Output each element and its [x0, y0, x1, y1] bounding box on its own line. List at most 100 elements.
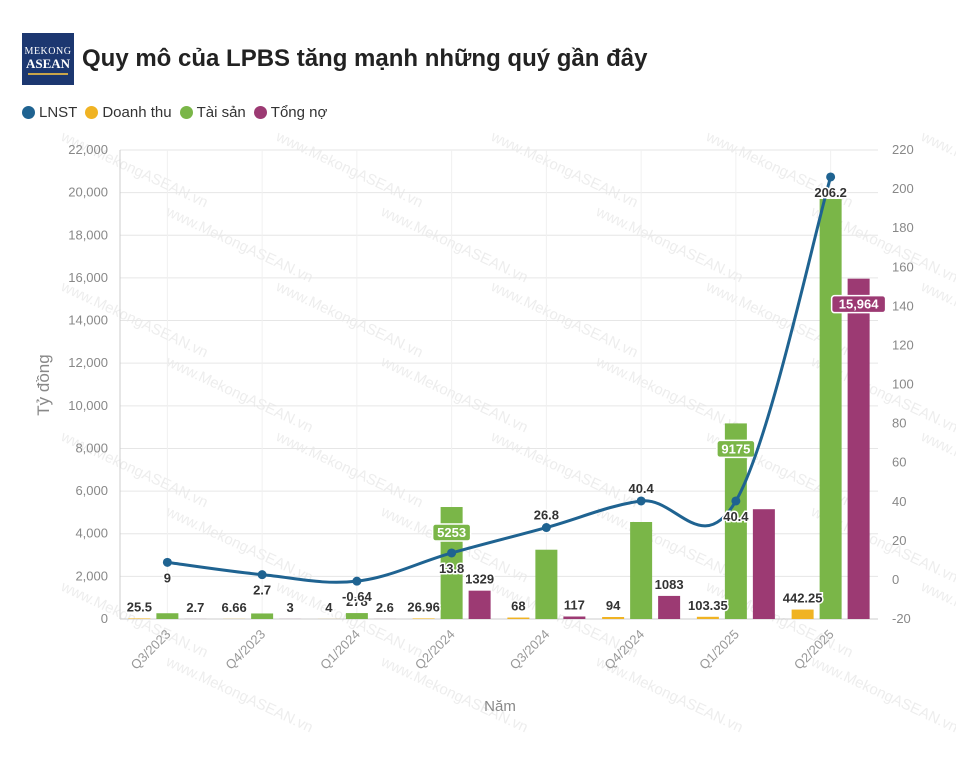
legend-item-lnst[interactable]: LNST [22, 104, 77, 121]
y-tick-label: 8,000 [75, 440, 108, 455]
legend-swatch-doanh-thu [85, 106, 99, 119]
y-tick-label: 20,000 [68, 185, 108, 200]
y2-tick-label: 200 [892, 181, 914, 196]
watermark-text: www.MekongASEAN.vn [162, 203, 315, 286]
y-tick-label: 2,000 [75, 568, 108, 583]
legend-swatch-lnst [22, 106, 35, 119]
y2-tick-label: 60 [892, 455, 906, 470]
legend-item-doanh-thu[interactable]: Doanh thu [85, 104, 172, 121]
legend-label-tong-no: Tổng nợ [270, 104, 328, 121]
bar-doanh-thu [602, 616, 625, 619]
watermark-text: www.MekongASEAN.vn [162, 353, 315, 436]
legend-swatch-tong-no [253, 106, 267, 119]
point-lnst [162, 557, 172, 567]
legend-swatch-tai-san [179, 106, 193, 119]
y2-tick-label: 100 [892, 377, 914, 392]
bars-group [128, 199, 870, 620]
logo-underline [28, 72, 68, 75]
bar-label-tổng-nợ-box [830, 294, 887, 314]
point-lnst [636, 496, 646, 506]
bar-label-tài-sản-box [716, 439, 756, 459]
y-tick-label: 6,000 [75, 483, 108, 498]
point-lnst [257, 570, 267, 580]
bar-tài-sản [156, 613, 179, 619]
watermark-text: www.MekongASEAN.vn [162, 503, 315, 586]
point-lnst [731, 496, 741, 506]
line-label-lnst: 26.8 [534, 508, 559, 523]
y2-tick-label: 20 [892, 533, 906, 548]
x-tick-label: Q4/2023 [222, 627, 268, 673]
bar-label-tổng-nợ: 117 [564, 598, 585, 613]
bar-doanh-thu [696, 616, 719, 619]
x-tick-label: Q3/2024 [507, 627, 553, 673]
watermark-text: www.MekongASEAN.vn [592, 353, 745, 436]
y2-tick-label: 140 [892, 298, 914, 313]
watermark-text: www.MekongASEAN.vn [917, 278, 956, 361]
bar-tổng-nợ [658, 595, 681, 619]
bar-tổng-nợ [752, 509, 775, 619]
bar-label-doanh-thu: 94 [606, 598, 621, 613]
bar-label-doanh-thu: 4 [325, 600, 333, 615]
point-lnst [541, 523, 551, 533]
bar-label-tài-sản: 5253 [437, 525, 466, 540]
point-lnst [447, 548, 457, 558]
line-label-lnst: 9 [164, 570, 171, 585]
watermark-text: www.MekongASEAN.vn [917, 128, 956, 211]
line-label-lnst: 13.8 [439, 561, 464, 576]
watermark-text: www.MekongASEAN.vn [272, 278, 425, 361]
bar-label-tài-sản: 9175 [721, 441, 750, 456]
bar-tài-sản [630, 522, 653, 619]
legend-label-doanh-thu: Doanh thu [102, 104, 172, 121]
bar-tổng-nợ [563, 616, 586, 619]
legend-item-tong-no[interactable]: Tổng nợ [253, 104, 328, 121]
watermark-text: www.MekongASEAN.vn [272, 428, 425, 511]
x-axis-title: Năm [484, 698, 516, 715]
line-label-lnst: 206.2 [814, 185, 847, 200]
y2-tick-label: 120 [892, 337, 914, 352]
chart-legend: LNST Doanh thu Tài sản Tổng nợ [22, 104, 335, 121]
watermark-text: www.MekongASEAN.vn [917, 578, 956, 661]
y-tick-label: 10,000 [68, 398, 108, 413]
logo-text-top: MEKONG [24, 45, 72, 57]
y2-tick-label: 180 [892, 220, 914, 235]
y-tick-label: 16,000 [68, 270, 108, 285]
bar-doanh-thu [507, 617, 530, 619]
y-tick-label: 0 [101, 611, 108, 626]
watermark-text: www.MekongASEAN.vn [487, 278, 640, 361]
watermark-text: www.MekongASEAN.vn [917, 428, 956, 511]
bar-label-doanh-thu: 26.96 [407, 599, 440, 614]
watermark-text: www.MekongASEAN.vn [377, 353, 530, 436]
line-label-lnst: 2.7 [253, 583, 271, 598]
bar-tài-sản [724, 423, 747, 619]
bar-label-doanh-thu: 25.5 [127, 599, 152, 614]
bar-doanh-thu [412, 618, 435, 619]
watermark-text: www.MekongASEAN.vn [487, 428, 640, 511]
watermark-text: www.MekongASEAN.vn [272, 128, 425, 211]
bar-doanh-thu [128, 618, 151, 619]
logo-text-bottom: ASEAN [25, 55, 71, 71]
watermark-text: www.MekongASEAN.vn [377, 203, 530, 286]
legend-item-tai-san[interactable]: Tài sản [179, 104, 246, 121]
watermark-text: www.MekongASEAN.vn [592, 203, 745, 286]
line-label-lnst: 40.4 [628, 481, 654, 496]
bar-label-tổng-nợ: 15,964 [839, 297, 880, 312]
bar-label-tài-sản-box [431, 523, 472, 542]
legend-label-lnst: LNST [39, 104, 78, 121]
point-lnst [826, 172, 836, 182]
y2-tick-label: 220 [892, 142, 914, 157]
y-tick-label: 4,000 [75, 526, 108, 541]
bar-tổng-nợ [468, 590, 491, 619]
bar-label-tổng-nợ: 1329 [465, 572, 494, 587]
bar-label-tổng-nợ: 2.7 [186, 600, 204, 615]
y-tick-label: 22,000 [68, 142, 108, 157]
line-label-lnst: -0.64 [342, 589, 372, 604]
bar-tài-sản [535, 549, 558, 619]
bar-label-tài-sản: 278 [346, 594, 368, 609]
y2-tick-label: 80 [892, 416, 906, 431]
x-tick-label: Q1/2024 [317, 627, 363, 673]
y2-tick-label: 0 [892, 572, 899, 587]
bar-label-doanh-thu: 103.35 [688, 598, 728, 613]
bar-label-tổng-nợ: 2.6 [376, 600, 394, 615]
bar-label-doanh-thu: 68 [511, 599, 525, 614]
